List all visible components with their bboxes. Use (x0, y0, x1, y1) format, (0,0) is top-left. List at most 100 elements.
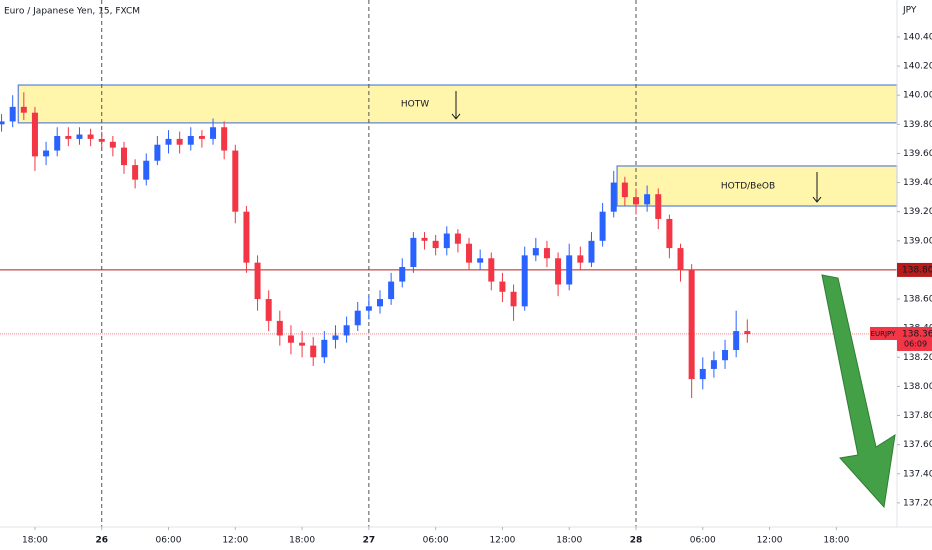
candle-body (410, 237, 417, 268)
candle-body (744, 331, 751, 334)
candle-body (310, 345, 317, 358)
candle-body (477, 258, 484, 263)
candle-body (376, 299, 383, 307)
candle-body (632, 197, 639, 205)
candle-body (332, 335, 339, 340)
x-tick-label: 18:00 (556, 536, 582, 546)
candle-body (276, 320, 283, 336)
candle-body (9, 106, 16, 122)
candle-body (365, 306, 372, 311)
candle-body (43, 150, 50, 157)
y-tick-label: 137.800 (903, 411, 932, 421)
candle-body (443, 233, 450, 249)
candle-body (432, 240, 439, 249)
candle-body (644, 194, 651, 205)
y-tick-label: 140.000 (903, 91, 932, 101)
y-tick-label: 137.400 (903, 469, 932, 479)
y-tick-label: 138.600 (903, 295, 932, 305)
candle-body (20, 106, 27, 113)
candle-body (0, 121, 5, 125)
candle-body (143, 160, 150, 180)
candle-body (109, 141, 116, 148)
zones: HOTW HOTD/BeOB (17, 84, 898, 207)
candle-body (555, 258, 562, 285)
price-label: 138.360 (902, 329, 932, 339)
zone-label: HOTD/BeOB (721, 181, 775, 191)
y-tick-label: 139.200 (903, 207, 932, 217)
candle-body (421, 237, 428, 241)
level-label-bg (897, 262, 932, 277)
candle-body (466, 243, 473, 263)
candle-body (221, 127, 228, 151)
candle-body (655, 194, 662, 219)
candle-body (722, 350, 729, 361)
candle-body (710, 360, 717, 369)
x-tick-label: 27 (363, 536, 376, 546)
candle-body (98, 138, 105, 142)
x-tick-label: 18:00 (823, 536, 849, 546)
candle-body (187, 135, 194, 145)
candle-body (343, 325, 350, 336)
price-lines (0, 269, 897, 335)
level-label: 138.800 (902, 265, 932, 275)
separators (101, 0, 637, 527)
x-tick-label: 12:00 (222, 536, 248, 546)
candle-body (454, 233, 461, 244)
candle-body (510, 291, 517, 307)
candle-body (610, 182, 617, 212)
candle-body (243, 211, 250, 263)
candle-body (132, 165, 139, 180)
x-tick-label: 28 (630, 536, 643, 546)
y-tick-label: 137.200 (903, 498, 932, 508)
candle-body (87, 134, 94, 139)
candle-body (666, 218, 673, 249)
candle-body (588, 240, 595, 263)
y-tick-label: 140.400 (903, 32, 932, 42)
axes: 137.200 137.400 137.600 137.800 138.000 138.2… (22, 32, 932, 546)
y-tick-label: 137.600 (903, 440, 932, 450)
symbol-tag-bg (870, 326, 897, 340)
candle-body (488, 258, 495, 282)
y-tick-label: 138.000 (903, 382, 932, 392)
x-tick-label: 26 (95, 536, 108, 546)
candle-body (321, 339, 328, 358)
y-unit-label: JPY (902, 6, 917, 16)
candle-body (120, 147, 127, 166)
candle-body (31, 112, 38, 157)
y-tick-label: 139.600 (903, 149, 932, 159)
candle-body (210, 127, 217, 139)
candle-body (254, 262, 261, 300)
y-tick-label: 139.400 (903, 178, 932, 188)
candle-body (677, 248, 684, 270)
candle-body (265, 299, 272, 321)
candle-body (154, 144, 161, 161)
candle-body (54, 135, 61, 151)
symbol-tag: EURJPY (871, 330, 897, 338)
x-tick-label: 06:00 (690, 536, 716, 546)
candle-body (388, 281, 395, 300)
candle-body (354, 310, 361, 326)
candle-body (499, 281, 506, 292)
candle-body (165, 138, 172, 145)
candle-body (577, 255, 584, 263)
x-tick-label: 12:00 (489, 536, 515, 546)
candle-body (688, 269, 695, 380)
x-tick-label: 12:00 (757, 536, 783, 546)
candle-body (76, 134, 83, 139)
x-tick-label: 18:00 (289, 536, 315, 546)
green-arrow (821, 274, 896, 509)
candle-body (699, 368, 706, 380)
x-tick-label: 06:00 (156, 536, 182, 546)
y-tick-label: 139.000 (903, 236, 932, 246)
zone-label: HOTW (401, 99, 429, 109)
candles (0, 92, 751, 399)
candle-body (566, 255, 573, 285)
y-tick-label: 139.800 (903, 120, 932, 130)
y-tick-label: 138.200 (903, 353, 932, 363)
candle-body (232, 150, 239, 212)
x-tick-label: 06:00 (423, 536, 449, 546)
y-tick-label: 140.200 (903, 62, 932, 72)
candle-body (621, 182, 628, 198)
